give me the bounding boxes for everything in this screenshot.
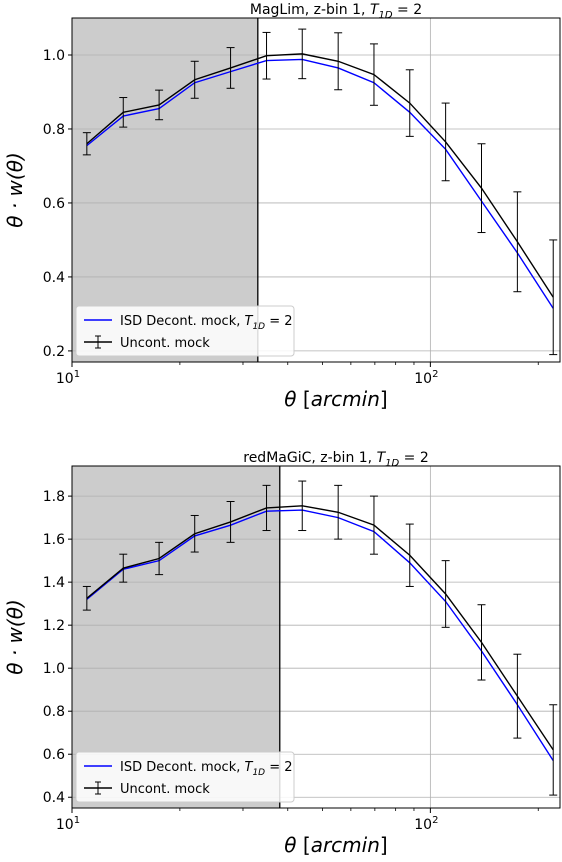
y-tick-label: 1.4 <box>43 575 65 591</box>
title-sub: 1D <box>385 458 399 469</box>
x-tick-label: 101 <box>56 369 80 387</box>
title-text: redMaGiC, z-bin 1, <box>243 450 376 466</box>
x-tick-exponent: 1 <box>74 369 80 380</box>
legend-sub: 1D <box>252 322 265 332</box>
xlabel-bracket: [ <box>303 387 311 411</box>
x-tick-base: 10 <box>56 817 74 833</box>
plot-area <box>72 18 560 362</box>
y-tick-label: 0.2 <box>43 344 65 360</box>
x-axis-label: θ [arcmin] <box>284 387 387 411</box>
legend-text: Uncont. mock <box>120 782 210 797</box>
xlabel-var: θ <box>284 387 303 411</box>
legend-box <box>75 751 295 803</box>
x-tick-exponent: 2 <box>432 369 438 380</box>
x-tick-exponent: 2 <box>432 815 438 826</box>
title-var: T <box>377 450 387 466</box>
xlabel-unit: arcmin <box>311 387 380 411</box>
xlabel-bracket: ] <box>380 833 388 857</box>
x-tick-exponent: 1 <box>74 815 80 826</box>
axes-frame <box>71 17 561 363</box>
title-text: MagLim, z-bin 1, <box>250 2 370 18</box>
chart-title: MagLim, z-bin 1, T1D = 2 <box>250 2 422 21</box>
series-line-uncont <box>86 505 554 751</box>
shaded-region <box>72 466 280 808</box>
legend-var: T <box>245 314 254 329</box>
y-tick-label: 0.6 <box>43 747 65 763</box>
x-tick-label: 101 <box>56 815 80 833</box>
legend-text: ISD Decont. mock, <box>120 314 245 329</box>
title-var: T <box>370 2 380 18</box>
legend-label: Uncont. mock <box>120 336 210 351</box>
legend-suffix: = 2 <box>265 314 292 329</box>
legend-var: T <box>245 760 254 775</box>
x-tick-label: 102 <box>414 815 438 833</box>
xlabel-unit: arcmin <box>311 833 380 857</box>
y-tick-label: 0.4 <box>43 790 65 806</box>
x-tick-base: 10 <box>56 371 74 387</box>
axes-frame <box>71 465 561 809</box>
series-line-isd-decont <box>86 58 554 309</box>
y-axis-label: θ · w(θ) <box>3 152 27 228</box>
xlabel-var: θ <box>284 833 303 857</box>
x-tick-base: 10 <box>414 371 432 387</box>
plot-area <box>72 466 560 808</box>
legend-sub: 1D <box>252 768 265 778</box>
y-axis-label: θ · w(θ) <box>3 599 27 675</box>
y-tick-label: 0.8 <box>43 122 65 138</box>
series-line-isd-decont <box>86 509 554 762</box>
legend: ISD Decont. mock, T1D = 2 Uncont. mock <box>75 751 295 803</box>
title-suffix: = 2 <box>399 450 429 466</box>
xlabel-bracket: [ <box>303 833 311 857</box>
legend-box <box>75 305 295 357</box>
shaded-region <box>72 18 258 362</box>
y-tick-label: 0.6 <box>43 196 65 212</box>
legend-label: ISD Decont. mock, T1D = 2 <box>120 760 293 778</box>
legend-text: Uncont. mock <box>120 336 210 351</box>
legend: ISD Decont. mock, T1D = 2 Uncont. mock <box>75 305 295 357</box>
y-tick-label: 1.2 <box>43 618 65 634</box>
title-suffix: = 2 <box>393 2 423 18</box>
x-axis-label: θ [arcmin] <box>284 833 387 857</box>
legend-text: ISD Decont. mock, <box>120 760 245 775</box>
title-sub: 1D <box>379 10 393 21</box>
x-tick-label: 102 <box>414 369 438 387</box>
x-tick-base: 10 <box>414 817 432 833</box>
y-tick-label: 0.4 <box>43 270 65 286</box>
legend-suffix: = 2 <box>265 760 292 775</box>
y-tick-label: 1.8 <box>43 489 65 505</box>
y-tick-label: 1.0 <box>43 661 65 677</box>
chart-title: redMaGiC, z-bin 1, T1D = 2 <box>243 450 429 469</box>
y-tick-label: 1.0 <box>43 48 65 64</box>
series-line-uncont <box>86 53 554 298</box>
legend-label: Uncont. mock <box>120 782 210 797</box>
xlabel-bracket: ] <box>380 387 388 411</box>
legend-label: ISD Decont. mock, T1D = 2 <box>120 314 293 332</box>
y-tick-label: 1.6 <box>43 532 65 548</box>
y-tick-label: 0.8 <box>43 704 65 720</box>
